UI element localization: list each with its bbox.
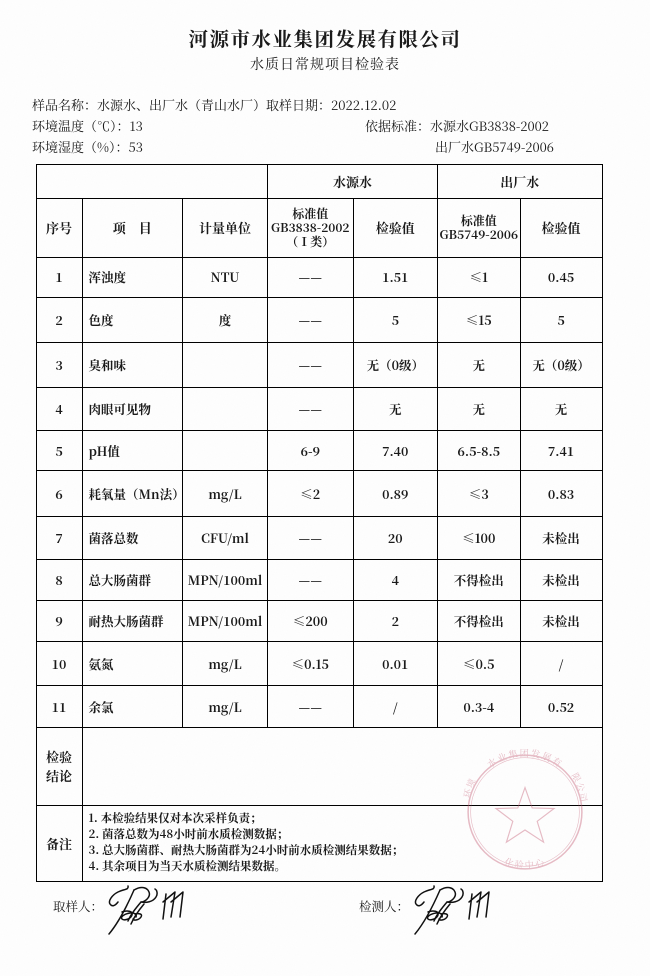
svg-text:限公司: 限公司 xyxy=(569,770,591,803)
svg-text:水业集团发展有: 水业集团发展有 xyxy=(484,745,566,770)
svg-text:环境: 环境 xyxy=(460,775,479,799)
